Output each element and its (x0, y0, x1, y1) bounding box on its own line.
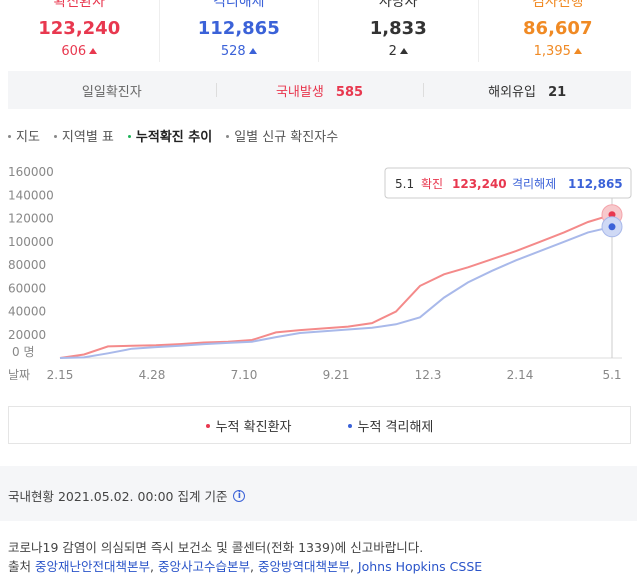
stat-value: 112,865 (197, 18, 280, 39)
up-arrow-icon (248, 48, 257, 54)
source-link[interactable]: Johns Hopkins CSSE (357, 559, 483, 574)
tooltip-confirmed-value: 123,240 (452, 177, 507, 191)
stats-bar: 확진환자 123,240 606 격리해제 112,865 528 사망자 1,… (0, 0, 637, 62)
stat-testing: 검사진행 86,607 1,395 (479, 0, 637, 62)
source-link[interactable]: 중앙방역대책본부 (257, 559, 350, 574)
y-tick-label: 120000 (8, 212, 54, 226)
x-tick-label: 2.15 (47, 368, 74, 382)
stat-delta: 2 (319, 44, 478, 59)
x-tick-label: 5.1 (602, 368, 621, 382)
up-arrow-icon (573, 48, 582, 54)
tooltip-date: 5.1 (395, 177, 414, 191)
stat-label: 확진환자 (53, 0, 106, 10)
cumulative-chart[interactable]: 160000 140000 120000 100000 80000 60000 40000 2… (0, 160, 637, 390)
daily-domestic[interactable]: 국내발생 585 (215, 81, 424, 100)
daily-title: 일일확진자 (81, 84, 142, 100)
x-tick-label: 4.28 (139, 368, 166, 382)
released-point (608, 223, 616, 231)
tab-region-table[interactable]: 지역별 표 (53, 126, 114, 145)
up-arrow-icon (399, 48, 408, 54)
domestic-label: 국내발생 (275, 84, 324, 100)
stat-released: 격리해제 112,865 528 (160, 0, 319, 62)
stat-label: 검사진행 (531, 0, 584, 10)
x-tick-label: 2.14 (507, 368, 534, 382)
overseas-label: 해외유입 (488, 84, 536, 100)
legend-released[interactable]: 누적 격리해제 (347, 416, 433, 435)
overseas-value: 21 (548, 84, 567, 100)
x-tick-label: 9.21 (323, 368, 350, 382)
stat-label: 사망자 (378, 0, 418, 10)
info-icon[interactable]: i (233, 489, 246, 502)
bullet-icon (127, 135, 131, 138)
daily-confirmed-bar: 일일확진자 국내발생 585 해외유입 21 (8, 71, 631, 109)
x-tick-label: 12.3 (415, 368, 442, 382)
source-link[interactable]: 중앙사고수습본부 (157, 559, 250, 574)
y-tick-label: 60000 (8, 281, 46, 295)
x-unit-label: 날짜 (8, 368, 30, 382)
domestic-value: 585 (335, 84, 364, 100)
bullet-icon (226, 135, 230, 138)
tooltip-box (384, 167, 632, 199)
stat-confirmed: 확진환자 123,240 606 (0, 0, 160, 62)
chart-legend: 누적 확진환자 누적 격리해제 (8, 406, 631, 444)
footer-band (0, 466, 637, 521)
sources-line: 출처 중앙재난안전대책본부, 중앙사고수습본부, 중앙방역대책본부, Johns… (8, 559, 483, 574)
y-tick-label: 140000 (8, 188, 54, 202)
legend-dot (205, 423, 210, 428)
y-zero-label: 0 명 (12, 345, 35, 359)
bullet-icon (8, 135, 11, 138)
up-arrow-icon (89, 48, 98, 54)
tab-map[interactable]: 지도 (8, 126, 40, 145)
as-of-note: 국내현황 2021.05.02. 00:00 집계 기준 i (8, 486, 246, 505)
y-tick-label: 160000 (8, 165, 54, 179)
notice-text: 코로나19 감염이 의심되면 즉시 보건소 및 콜센터(전화 1339)에 신고… (8, 540, 424, 555)
stat-deaths: 사망자 1,833 2 (319, 0, 479, 62)
legend-dot (347, 423, 352, 428)
y-tick-label: 40000 (8, 305, 46, 319)
y-tick-label: 100000 (8, 235, 54, 249)
y-tick-label: 80000 (8, 258, 46, 272)
stat-delta: 1,395 (479, 44, 637, 59)
stat-value: 1,833 (369, 18, 427, 39)
confirmed-line (59, 213, 613, 359)
stat-delta: 606 (0, 44, 159, 59)
tooltip-released-value: 112,865 (568, 177, 623, 191)
source-link[interactable]: 중앙재난안전대책본부 (35, 559, 151, 574)
bullet-icon (53, 135, 57, 138)
x-tick-label: 7.10 (231, 368, 258, 382)
tooltip-confirmed-label: 확진 (421, 177, 443, 191)
stat-value: 123,240 (38, 18, 121, 39)
tooltip-released-label: 격리해제 (512, 177, 556, 191)
released-line (59, 225, 613, 359)
tab-daily-new[interactable]: 일별 신규 확진자수 (226, 126, 338, 145)
legend-confirmed[interactable]: 누적 확진환자 (205, 416, 292, 435)
y-tick-label: 20000 (8, 328, 46, 342)
daily-overseas[interactable]: 해외유입 21 (423, 81, 631, 100)
tab-cumulative-trend[interactable]: 누적확진 추이 (127, 126, 212, 145)
chart-tabs: 지도 지역별 표 누적확진 추이 일별 신규 확진자수 (8, 126, 352, 145)
stat-value: 86,607 (523, 18, 593, 39)
stat-delta: 528 (160, 44, 319, 59)
stat-label: 격리해제 (212, 0, 265, 10)
